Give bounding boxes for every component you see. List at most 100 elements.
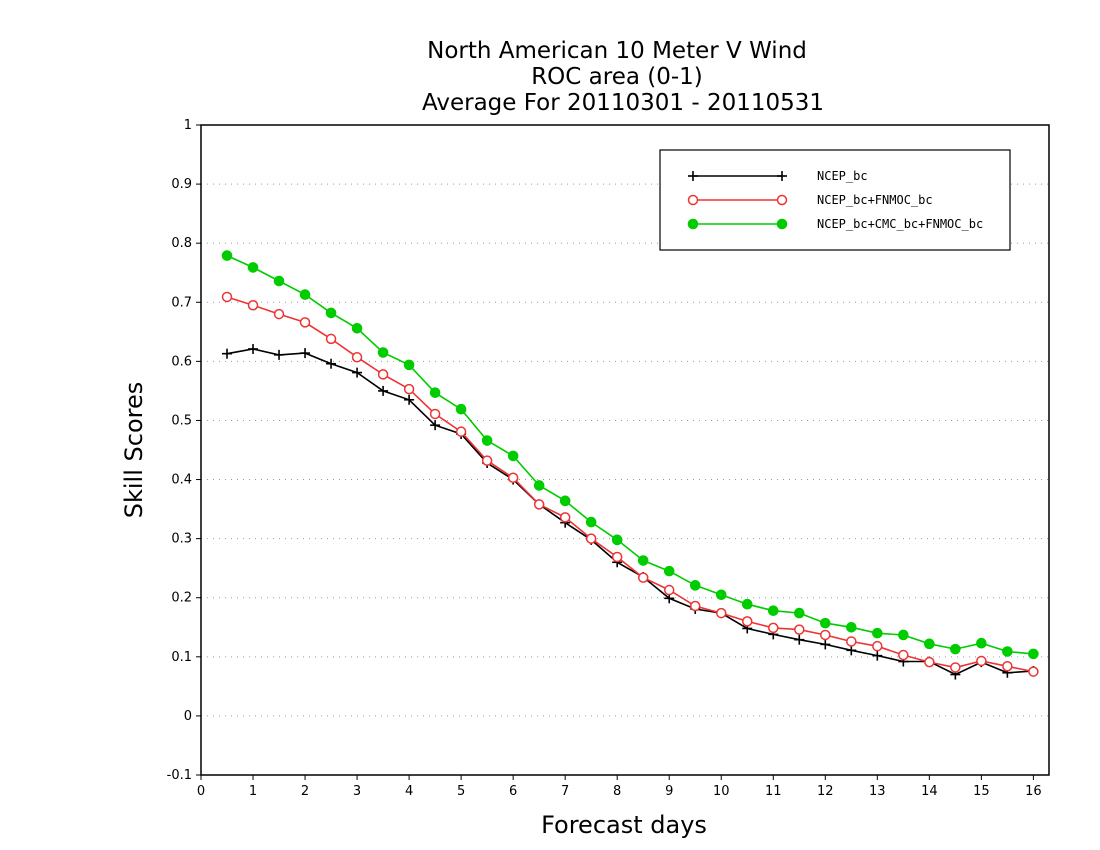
data-point-plus [222, 348, 233, 359]
data-point-open-circle [742, 616, 753, 627]
series-line [226, 254, 1034, 655]
data-point-open-circle [976, 655, 987, 667]
data-point-plus [352, 367, 363, 378]
data-point-filled-circle [299, 289, 311, 300]
data-point-filled-circle [793, 607, 805, 619]
data-point-open-circle [403, 383, 415, 395]
data-point-open-circle [768, 622, 779, 634]
data-point-open-circle [898, 649, 909, 661]
data-point-filled-circle [898, 629, 909, 641]
series-line [226, 348, 1034, 676]
grid-lines [201, 183, 1049, 717]
legend-label: NCEP_bc [817, 169, 868, 183]
data-point-open-circle [559, 512, 571, 523]
data-point-filled-circle [455, 403, 467, 415]
y-tick-label: 0.6 [171, 354, 192, 369]
data-point-plus [274, 349, 285, 360]
data-point-filled-circle [776, 218, 788, 230]
y-tick-label: 0.9 [171, 177, 192, 192]
data-point-plus [820, 639, 831, 650]
series-line [226, 296, 1034, 673]
legend-label: NCEP_bc+CMC_bc+FNMOC_bc [817, 217, 983, 231]
data-point-open-circle [663, 584, 675, 596]
x-tick-label: 5 [457, 784, 465, 799]
data-point-open-circle [820, 629, 831, 641]
data-point-open-circle [776, 194, 788, 206]
title-line-3: Average For 20110301 - 20110531 [422, 90, 824, 116]
data-point-plus [688, 171, 698, 181]
data-point-filled-circle [1002, 646, 1013, 657]
data-point-filled-circle [976, 637, 987, 649]
data-point-open-circle [507, 472, 519, 484]
data-point-open-circle [377, 369, 389, 380]
data-point-open-circle [247, 299, 259, 311]
data-point-filled-circle [846, 621, 857, 633]
data-point-open-circle [299, 317, 311, 328]
data-point-open-circle [273, 308, 285, 320]
data-point-filled-circle [819, 617, 831, 629]
data-point-plus [430, 420, 441, 431]
x-tick-label: 16 [1025, 784, 1042, 799]
y-axis-title: Skill Scores [120, 382, 148, 519]
data-point-open-circle [794, 624, 805, 635]
data-point-filled-circle [507, 450, 519, 462]
plot-frame [200, 124, 1050, 776]
data-point-filled-circle [637, 555, 649, 566]
data-point-filled-circle [689, 580, 701, 591]
x-axis-title: Forecast days [541, 811, 707, 839]
data-point-plus [404, 394, 415, 405]
legend-entry: NCEP_bc [688, 169, 868, 183]
y-tick-label: 0.5 [171, 413, 192, 428]
data-point-plus [777, 171, 787, 181]
data-point-filled-circle [273, 275, 285, 287]
chart-title: North American 10 Meter V Wind ROC area … [422, 38, 824, 116]
y-tick-label: 0.4 [171, 473, 192, 488]
data-point-filled-circle [429, 387, 441, 398]
data-point-open-circle [637, 572, 649, 583]
title-line-1: North American 10 Meter V Wind [427, 38, 807, 64]
data-point-filled-circle [872, 627, 883, 639]
data-point-filled-circle [559, 495, 571, 507]
data-point-plus [248, 343, 259, 354]
data-point-open-circle [533, 499, 545, 510]
data-point-filled-circle [533, 480, 545, 491]
data-point-open-circle [1002, 661, 1013, 672]
series-3 [221, 250, 1039, 660]
data-point-plus [846, 645, 857, 656]
data-point-open-circle [429, 408, 441, 420]
title-line-2: ROC area (0-1) [531, 64, 703, 90]
data-point-filled-circle [325, 307, 337, 319]
data-point-filled-circle [950, 643, 961, 655]
x-tick-label: 1 [249, 784, 257, 799]
series-lines [221, 250, 1039, 680]
data-point-plus [378, 385, 389, 396]
data-point-open-circle [715, 607, 727, 619]
x-tick-label: 12 [817, 784, 834, 799]
x-tick-label: 6 [509, 784, 517, 799]
data-point-open-circle [950, 662, 961, 673]
data-point-filled-circle [221, 250, 233, 261]
x-tick-label: 4 [405, 784, 413, 799]
y-tick-label: 0 [184, 709, 192, 724]
data-point-filled-circle [585, 516, 597, 528]
data-point-open-circle [585, 533, 597, 544]
x-tick-label: 10 [713, 784, 730, 799]
series-1 [222, 343, 1039, 680]
data-point-open-circle [924, 656, 935, 668]
data-point-plus [794, 634, 805, 645]
x-tick-label: 15 [973, 784, 990, 799]
data-point-filled-circle [351, 322, 363, 334]
y-tick-label: 0.7 [171, 295, 192, 310]
data-point-filled-circle [741, 598, 753, 610]
data-point-filled-circle [1028, 648, 1039, 660]
data-point-filled-circle [611, 534, 623, 546]
data-point-filled-circle [247, 262, 259, 273]
x-tick-label: 14 [921, 784, 938, 799]
data-point-plus [300, 348, 311, 359]
data-point-filled-circle [481, 435, 493, 446]
x-tick-label: 7 [561, 784, 569, 799]
data-point-open-circle [351, 351, 363, 363]
data-point-open-circle [611, 551, 623, 563]
